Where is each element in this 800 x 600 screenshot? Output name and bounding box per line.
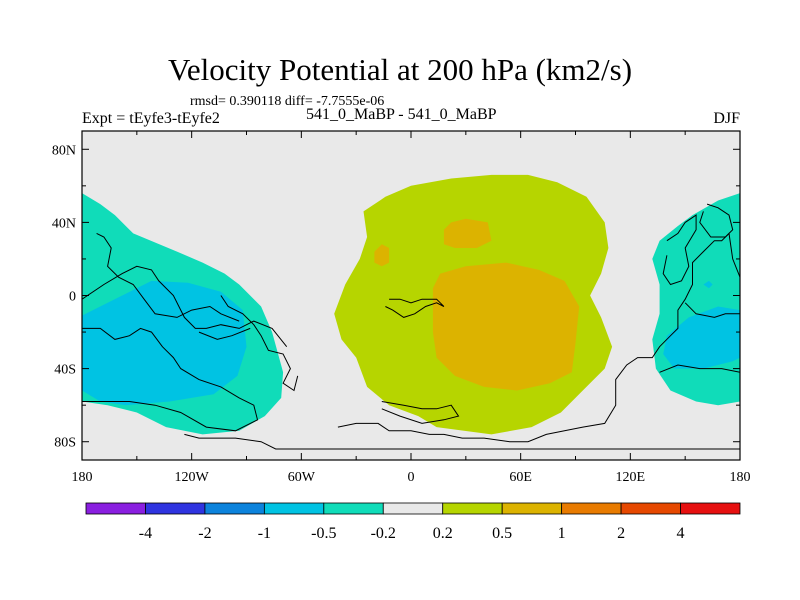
axes: 180 120W 60W 0 60E 120E 180 80N 40N 0 40S 80S (52, 130, 751, 485)
contour-region-east-pacific-small (703, 280, 713, 289)
coastline-center-southern-isle (381, 401, 460, 424)
colorbar: -4 -2 -1 -0.5 -0.2 0.2 0.5 1 2 4 (85, 502, 741, 542)
y-tick-label: 0 (69, 290, 76, 305)
x-tick-label: 120W (175, 470, 210, 485)
coastline-south-strip (184, 433, 740, 450)
colorbar-box (680, 502, 741, 515)
coastline-east-continent-coast (699, 203, 734, 238)
colorbar-box (263, 502, 325, 515)
contour-region-small-north-center (374, 244, 390, 267)
chart-title: Velocity Potential at 200 hPa (km2/s) (167, 52, 633, 87)
coastline-center-south-continent (337, 232, 740, 443)
colorbar-box (620, 502, 681, 515)
coastline-west-continent-north (82, 265, 288, 348)
y-tick-label: 80N (52, 143, 76, 158)
colorbar-label: -1 (258, 525, 271, 542)
colorbar-label: 0.2 (433, 525, 453, 542)
y-tick-label: 80S (54, 436, 76, 451)
x-tick-label: 180 (730, 470, 751, 485)
colorbar-box (85, 502, 146, 515)
x-tick-label: 60W (288, 470, 316, 485)
colorbar-label: 1 (558, 525, 566, 542)
colorbar-label: -2 (198, 525, 211, 542)
x-tick-label: 120E (616, 470, 646, 485)
coastline-west-continent-notch (198, 327, 251, 340)
colorbar-label: -4 (139, 525, 152, 542)
left-string: Expt = tEyfe3-tEyfe2 (82, 110, 220, 127)
plot-area (82, 131, 740, 460)
x-tick-label: 180 (72, 470, 93, 485)
x-tick-label: 0 (408, 470, 415, 485)
coastline-center-small-isle (385, 298, 445, 318)
coastline-west-continent-inner (220, 295, 299, 392)
coastline-east-continent-mid (684, 302, 740, 318)
y-tick-label: 40N (52, 216, 76, 231)
colorbar-label: 4 (677, 525, 685, 542)
colorbar-box (382, 502, 444, 515)
colorbar-box (323, 502, 384, 515)
colorbar-label: -0.2 (371, 525, 396, 542)
colorbar-box (145, 502, 206, 515)
colorbar-box (561, 502, 622, 515)
x-tick-label: 60E (509, 470, 532, 485)
contour-region-northern-high-center (443, 218, 492, 248)
coastline-west-continent (82, 327, 259, 432)
y-tick-label: 40S (54, 363, 76, 378)
coastline-east-south-coast (659, 364, 740, 373)
colorbar-box (204, 502, 265, 515)
colorbar-label: 2 (617, 525, 625, 542)
contour-region-west-pacific-americas-core (82, 280, 247, 406)
colorbar-box (442, 502, 503, 515)
contour-region-african-indian-core (432, 262, 580, 391)
chart-subtitle: rmsd= 0.390118 diff= -7.7555e-06 (190, 94, 385, 109)
center-string: 541_0_MaBP - 541_0_MaBP (306, 106, 497, 123)
right-string: DJF (713, 110, 740, 127)
coastline-east-continent-north (662, 214, 697, 286)
colorbar-label: 0.5 (492, 525, 512, 542)
coastline-west-continent-coast (96, 232, 240, 322)
colorbar-label: -0.5 (311, 525, 336, 542)
colorbar-box (501, 502, 563, 515)
contour-region-east-pacific-core (663, 306, 740, 369)
